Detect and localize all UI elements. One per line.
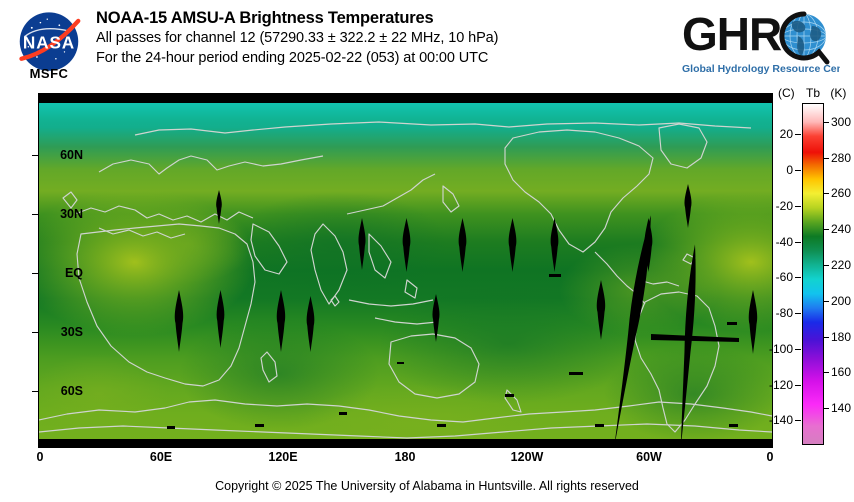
lon-label-60e: 60E — [149, 450, 173, 464]
colorbar-label-c--60: -60 — [775, 270, 793, 285]
colorbar-label-k-180: 180 — [831, 329, 852, 344]
subtitle-channel: All passes for channel 12 (57290.33 ± 32… — [96, 30, 499, 46]
lon-tick-360 — [771, 441, 772, 447]
colorbar-label-c--120: -120 — [768, 377, 793, 392]
colorbar-unit-kelvin: (K) — [830, 86, 847, 100]
colorbar-tick-c--20 — [795, 205, 801, 207]
colorbar-tick-c--40 — [795, 241, 801, 243]
colorbar-tick-c--80 — [795, 313, 801, 315]
colorbar-label-k-220: 220 — [831, 258, 852, 273]
lon-tick-60e — [161, 441, 162, 447]
colorbar-tick-c--120 — [795, 384, 801, 386]
lat-tick-eq — [32, 273, 38, 274]
colorbar-label-k-160: 160 — [831, 365, 852, 380]
colorbar-tick-k-260 — [823, 193, 829, 195]
svg-text:GHR: GHR — [682, 8, 782, 60]
lon-label-0: 0 — [36, 450, 44, 464]
svg-text:NASA: NASA — [23, 32, 75, 52]
colorbar-label-c--80: -80 — [775, 306, 793, 321]
lon-tick-0 — [39, 441, 40, 447]
map-field — [39, 94, 772, 447]
colorbar-tick-k-240 — [823, 229, 829, 231]
colorbar-tick-k-160 — [823, 372, 829, 374]
colorbar-label-c--140: -140 — [768, 413, 793, 428]
colorbar-tick-k-280 — [823, 157, 829, 159]
map-plot — [38, 93, 773, 448]
lon-label-180: 180 — [394, 450, 416, 464]
colorbar-label-c-0: 0 — [786, 162, 793, 177]
colorbar-tick-k-140 — [823, 408, 829, 410]
colorbar-header: (C) Tb (K) — [778, 86, 846, 100]
copyright-notice: Copyright © 2025 The University of Alaba… — [215, 479, 639, 493]
lat-label-eq: EQ — [64, 266, 83, 280]
colorbar-label-k-280: 280 — [831, 150, 852, 165]
page-title: NOAA-15 AMSU-A Brightness Temperatures — [96, 9, 434, 27]
map-canvas — [39, 94, 772, 447]
colorbar-tick-c-0 — [795, 169, 801, 171]
lon-tick-180 — [405, 441, 406, 447]
nasa-center-label: MSFC — [29, 66, 69, 81]
ghrc-subtitle: Global Hydrology Resource Center — [682, 63, 840, 75]
lat-label-30n: 30N — [60, 207, 83, 221]
colorbar-tick-c--100 — [795, 348, 801, 350]
colorbar-unit-celsius: (C) — [778, 86, 795, 100]
ghrc-logo: GHR Global Hydrology Resource Center — [682, 8, 840, 75]
colorbar-label-c-20: 20 — [779, 127, 793, 142]
colorbar-label-c--40: -40 — [775, 234, 793, 249]
colorbar-tick-k-180 — [823, 336, 829, 338]
colorbar-tick-c-20 — [795, 134, 801, 136]
subtitle-period: For the 24-hour period ending 2025-02-22… — [96, 50, 489, 66]
data-gaps — [167, 184, 758, 447]
lat-tick-30n — [32, 214, 38, 215]
colorbar — [802, 103, 824, 445]
title-block: NOAA-15 AMSU-A Brightness Temperatures A… — [96, 8, 676, 68]
lat-label-60s: 60S — [60, 384, 83, 398]
colorbar-tick-c--140 — [795, 420, 801, 422]
colorbar-tick-k-300 — [823, 121, 829, 123]
colorbar-label-k-200: 200 — [831, 293, 852, 308]
colorbar-label-k-300: 300 — [831, 114, 852, 129]
north-polar-nodata — [39, 94, 772, 103]
colorbar-label-c--100: -100 — [768, 341, 793, 356]
lon-label-360: 0 — [766, 450, 774, 464]
lat-label-60n: 60N — [60, 148, 83, 162]
colorbar-label-k-240: 240 — [831, 222, 852, 237]
colorbar-label-c--20: -20 — [775, 198, 793, 213]
coastlines — [39, 121, 772, 439]
lon-tick-120w — [527, 441, 528, 447]
lat-tick-30s — [32, 332, 38, 333]
colorbar-tick-c--60 — [795, 277, 801, 279]
colorbar-variable: Tb — [806, 86, 821, 100]
lon-label-120e: 120E — [268, 450, 298, 464]
lon-tick-60w — [649, 441, 650, 447]
lat-tick-60s — [32, 391, 38, 392]
lat-label-30s: 30S — [60, 325, 83, 339]
colorbar-tick-k-200 — [823, 300, 829, 302]
colorbar-label-k-140: 140 — [831, 401, 852, 416]
lon-label-120w: 120W — [510, 450, 544, 464]
colorbar-tick-k-220 — [823, 265, 829, 267]
nasa-logo: NASA — [19, 12, 81, 71]
lon-tick-120e — [283, 441, 284, 447]
colorbar-label-k-260: 260 — [831, 186, 852, 201]
lon-label-60w: 60W — [636, 450, 662, 464]
lat-tick-60n — [32, 155, 38, 156]
colorbar-gradient — [803, 104, 823, 444]
